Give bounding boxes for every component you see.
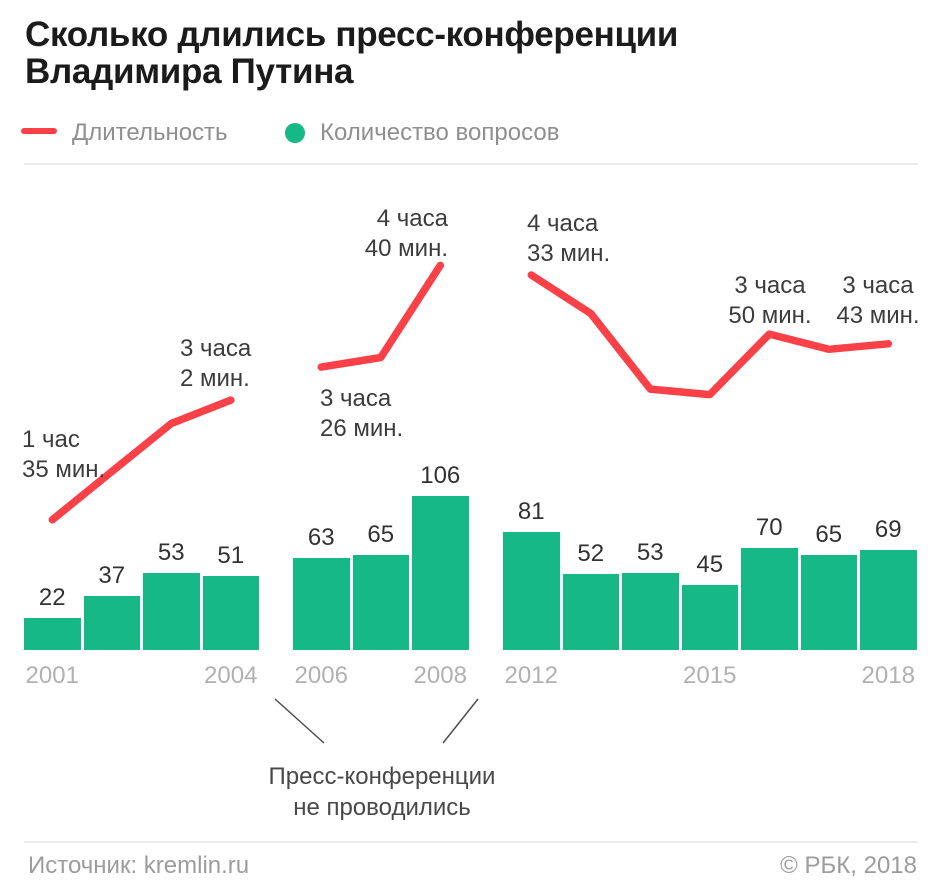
duration-line-swatch: [21, 128, 57, 134]
year-tick-2008: 2008: [413, 662, 467, 689]
bar-2012: [503, 532, 560, 650]
bar-2001: [24, 617, 81, 650]
questions-dot-swatch: [285, 123, 305, 143]
gap-note: Пресс-конференции не проводились: [269, 761, 496, 823]
bar-value-2003: 53: [157, 538, 185, 566]
bar-value-2006: 63: [307, 524, 335, 552]
header-divider: [24, 163, 918, 165]
duration-line-group-3: [527, 271, 893, 399]
duration-label-7: 3 часа 43 мин.: [836, 272, 920, 329]
year-tick-2006: 2006: [294, 662, 348, 689]
duration-label-1: 1 час 35 мин.: [22, 426, 106, 483]
bar-value-2018: 69: [874, 515, 902, 543]
bar-2004: [202, 575, 259, 650]
footer-copyright: © РБК, 2018: [780, 852, 917, 879]
bar-2007: [352, 555, 409, 650]
bar-value-2007: 65: [367, 521, 395, 549]
bar-value-2017: 65: [815, 521, 843, 549]
bar-2006: [293, 558, 350, 650]
duration-label-5: 4 часа 33 мин.: [527, 210, 611, 267]
bar-2008: [412, 495, 469, 650]
bar-2016: [741, 548, 798, 650]
bar-2015: [681, 584, 738, 650]
bar-value-2014: 53: [636, 538, 664, 566]
page-title-line-1: Сколько длились пресс-конференции: [25, 15, 679, 54]
page-title-line-2: Владимира Путина: [25, 52, 354, 91]
duration-label-6: 3 часа 50 мин.: [728, 272, 812, 329]
footer-divider: [24, 841, 918, 843]
gap-note-line-1: Пресс-конференции: [268, 763, 496, 790]
duration-label-2: 3 часа 2 мин.: [180, 335, 252, 392]
footer-source: Источник: kremlin.ru: [28, 852, 250, 879]
chart-area: Пресс-конференции не проводились 22 37 53 5…: [0, 170, 945, 841]
bar-2003: [143, 572, 200, 650]
gap-callout-line-2: [442, 698, 479, 744]
bar-value-2002: 37: [98, 562, 126, 590]
bar-2017: [800, 555, 857, 650]
bar-2002: [83, 596, 140, 650]
gap-note-line-2: не проводились: [293, 794, 471, 821]
year-tick-2001: 2001: [25, 662, 79, 689]
bar-value-2013: 52: [577, 540, 605, 568]
bar-value-2008: 106: [420, 461, 461, 489]
gap-callout-line-1: [274, 698, 325, 744]
legend-label-duration: Длительность: [72, 119, 228, 146]
bar-value-2001: 22: [38, 583, 66, 611]
duration-label-3: 3 часа 26 мин.: [320, 385, 404, 442]
year-tick-2012: 2012: [504, 662, 558, 689]
bar-2018: [860, 549, 917, 650]
year-tick-2004: 2004: [204, 662, 258, 689]
year-tick-2015: 2015: [683, 662, 737, 689]
duration-line-group-2: [317, 261, 445, 371]
bar-value-2016: 70: [755, 514, 783, 542]
bar-2013: [562, 574, 619, 650]
duration-label-4: 4 часа 40 мин.: [364, 205, 448, 262]
bar-value-2015: 45: [696, 550, 724, 578]
bar-value-2004: 51: [217, 541, 245, 569]
bar-value-2012: 81: [517, 498, 545, 526]
bar-2014: [622, 572, 679, 650]
page-title: Сколько длились пресс-конференции Владим…: [25, 16, 678, 90]
year-tick-2018: 2018: [861, 662, 915, 689]
legend-label-questions: Количество вопросов: [320, 119, 560, 146]
